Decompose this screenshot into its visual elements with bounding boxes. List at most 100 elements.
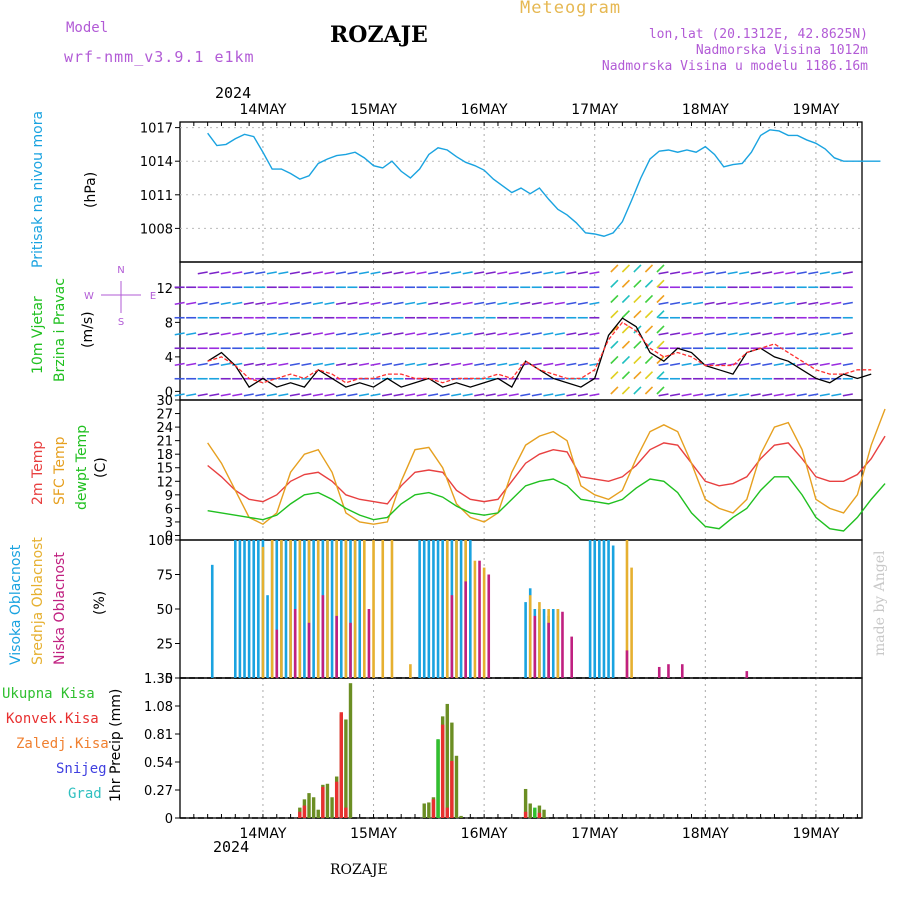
wind-arrow — [358, 301, 370, 306]
wind-arrow — [266, 362, 277, 367]
wind-arrow — [693, 393, 704, 397]
wind-arrow — [186, 272, 196, 274]
precipitation-bar-1 — [344, 807, 348, 818]
wind-arrow — [324, 301, 335, 306]
year-label-bottom: 2024 — [213, 838, 250, 856]
precip-ytick-tick-label: 0.54 — [144, 756, 173, 771]
cloud-ytick-tick-label: 75 — [156, 569, 173, 584]
model-name: wrf-nmm_v3.9.1 e1km — [64, 48, 255, 66]
compass-n: N — [117, 265, 124, 276]
wind-arrow — [808, 362, 819, 367]
wind-arrow — [610, 294, 619, 304]
wind-arrow — [451, 301, 462, 306]
wind-arrow — [566, 362, 577, 367]
clouds-bar-1 — [326, 540, 329, 678]
wind-arrow — [405, 362, 416, 367]
wind-arrow — [750, 393, 761, 397]
precipitation-bar-0 — [344, 719, 348, 818]
wind-arrow — [370, 362, 381, 367]
wind-arrow — [439, 362, 450, 367]
wind-arrow — [209, 332, 220, 336]
wind-arrow — [621, 264, 631, 273]
compass-s: S — [118, 317, 124, 328]
wind-arrow — [289, 271, 300, 275]
wind-arrow — [451, 393, 462, 397]
wind-arrow — [842, 393, 853, 397]
wind-arrow — [785, 393, 796, 397]
wind-arrow — [474, 362, 485, 367]
clouds-bar-1 — [353, 540, 357, 678]
clouds-bar-2 — [570, 636, 573, 678]
clouds-bar-0 — [233, 540, 237, 678]
clouds-bar-0 — [602, 540, 606, 678]
x-tick-label-top: 17MAY — [571, 102, 618, 118]
wind-arrow — [762, 271, 773, 275]
clouds-bar-0 — [266, 595, 269, 678]
wind-arrow — [312, 301, 323, 306]
wind-arrow — [577, 362, 588, 367]
wind-arrow — [644, 279, 654, 288]
wind-arrow — [658, 271, 669, 275]
wind-arrow — [462, 393, 473, 397]
clouds-bar-0 — [593, 540, 597, 678]
precipitation-bar-1 — [334, 781, 339, 818]
wind-arrow — [762, 393, 773, 397]
wind-arrow — [577, 393, 588, 397]
wind-arrow — [831, 332, 842, 336]
wind-arrow — [520, 301, 531, 306]
meteogram-label: Meteogram — [520, 0, 622, 18]
wind-arrow — [301, 393, 312, 397]
wind-arrow — [416, 271, 427, 275]
clouds-bar-1 — [381, 540, 385, 678]
wind-arrow — [543, 271, 554, 275]
wind-arrow — [209, 271, 220, 275]
temp-ytick-tick-label: 6 — [165, 502, 173, 517]
wind-arrow — [739, 301, 750, 306]
clouds-bar-0 — [238, 540, 242, 678]
x-tick-label-bottom: 17MAY — [571, 826, 618, 842]
wind-arrow — [497, 393, 508, 397]
wind-arrow — [750, 332, 761, 336]
clouds-bar-1 — [482, 567, 486, 678]
wind-arrow — [197, 393, 208, 397]
wind-arrow — [610, 264, 619, 273]
wind-arrow — [520, 332, 531, 336]
precip-ytick-tick-label: 1.35 — [144, 672, 173, 687]
clouds-bar-0 — [551, 609, 555, 678]
precipitation-bar-1 — [339, 712, 343, 818]
wind-arrow — [808, 393, 819, 397]
clouds-bar-2 — [547, 622, 550, 678]
wind-arrow — [209, 362, 220, 367]
precipitation-bar-1 — [450, 760, 454, 818]
precipitation-bar-0 — [330, 797, 334, 818]
wind-series-1 — [207, 321, 872, 384]
compass-w: W — [84, 291, 94, 302]
precip-ytick-tick-label: 0 — [165, 812, 173, 827]
wind-arrow — [520, 271, 531, 275]
wind-arrow — [681, 271, 692, 275]
clouds-bar-1 — [316, 540, 320, 678]
wind-arrow — [621, 355, 631, 365]
wind-arrow — [644, 355, 654, 365]
wind-arrow — [750, 271, 761, 275]
wind-arrow — [621, 310, 631, 319]
wind-arrow — [358, 362, 370, 367]
clouds-bar-0 — [427, 540, 431, 678]
wind-arrow — [278, 301, 289, 306]
wind-arrow — [278, 393, 289, 397]
legend-total-rain: Ukupna Kisa — [2, 686, 95, 702]
wind-arrow — [656, 279, 665, 288]
wind-arrow — [232, 393, 243, 397]
wind-arrow — [451, 362, 462, 367]
clouds-bar-0 — [312, 540, 315, 678]
wind-arrow — [301, 362, 312, 367]
wind-arrow — [656, 355, 665, 365]
wind-arrow — [543, 362, 554, 367]
wind-arrow — [324, 362, 335, 367]
wind-arrow — [785, 301, 796, 306]
wind-arrow — [750, 301, 761, 306]
wind-arrow — [831, 301, 842, 306]
precip-ytick-tick-label: 1.08 — [144, 700, 173, 715]
clouds-bar-1 — [289, 540, 292, 678]
wind-arrow — [633, 264, 642, 273]
